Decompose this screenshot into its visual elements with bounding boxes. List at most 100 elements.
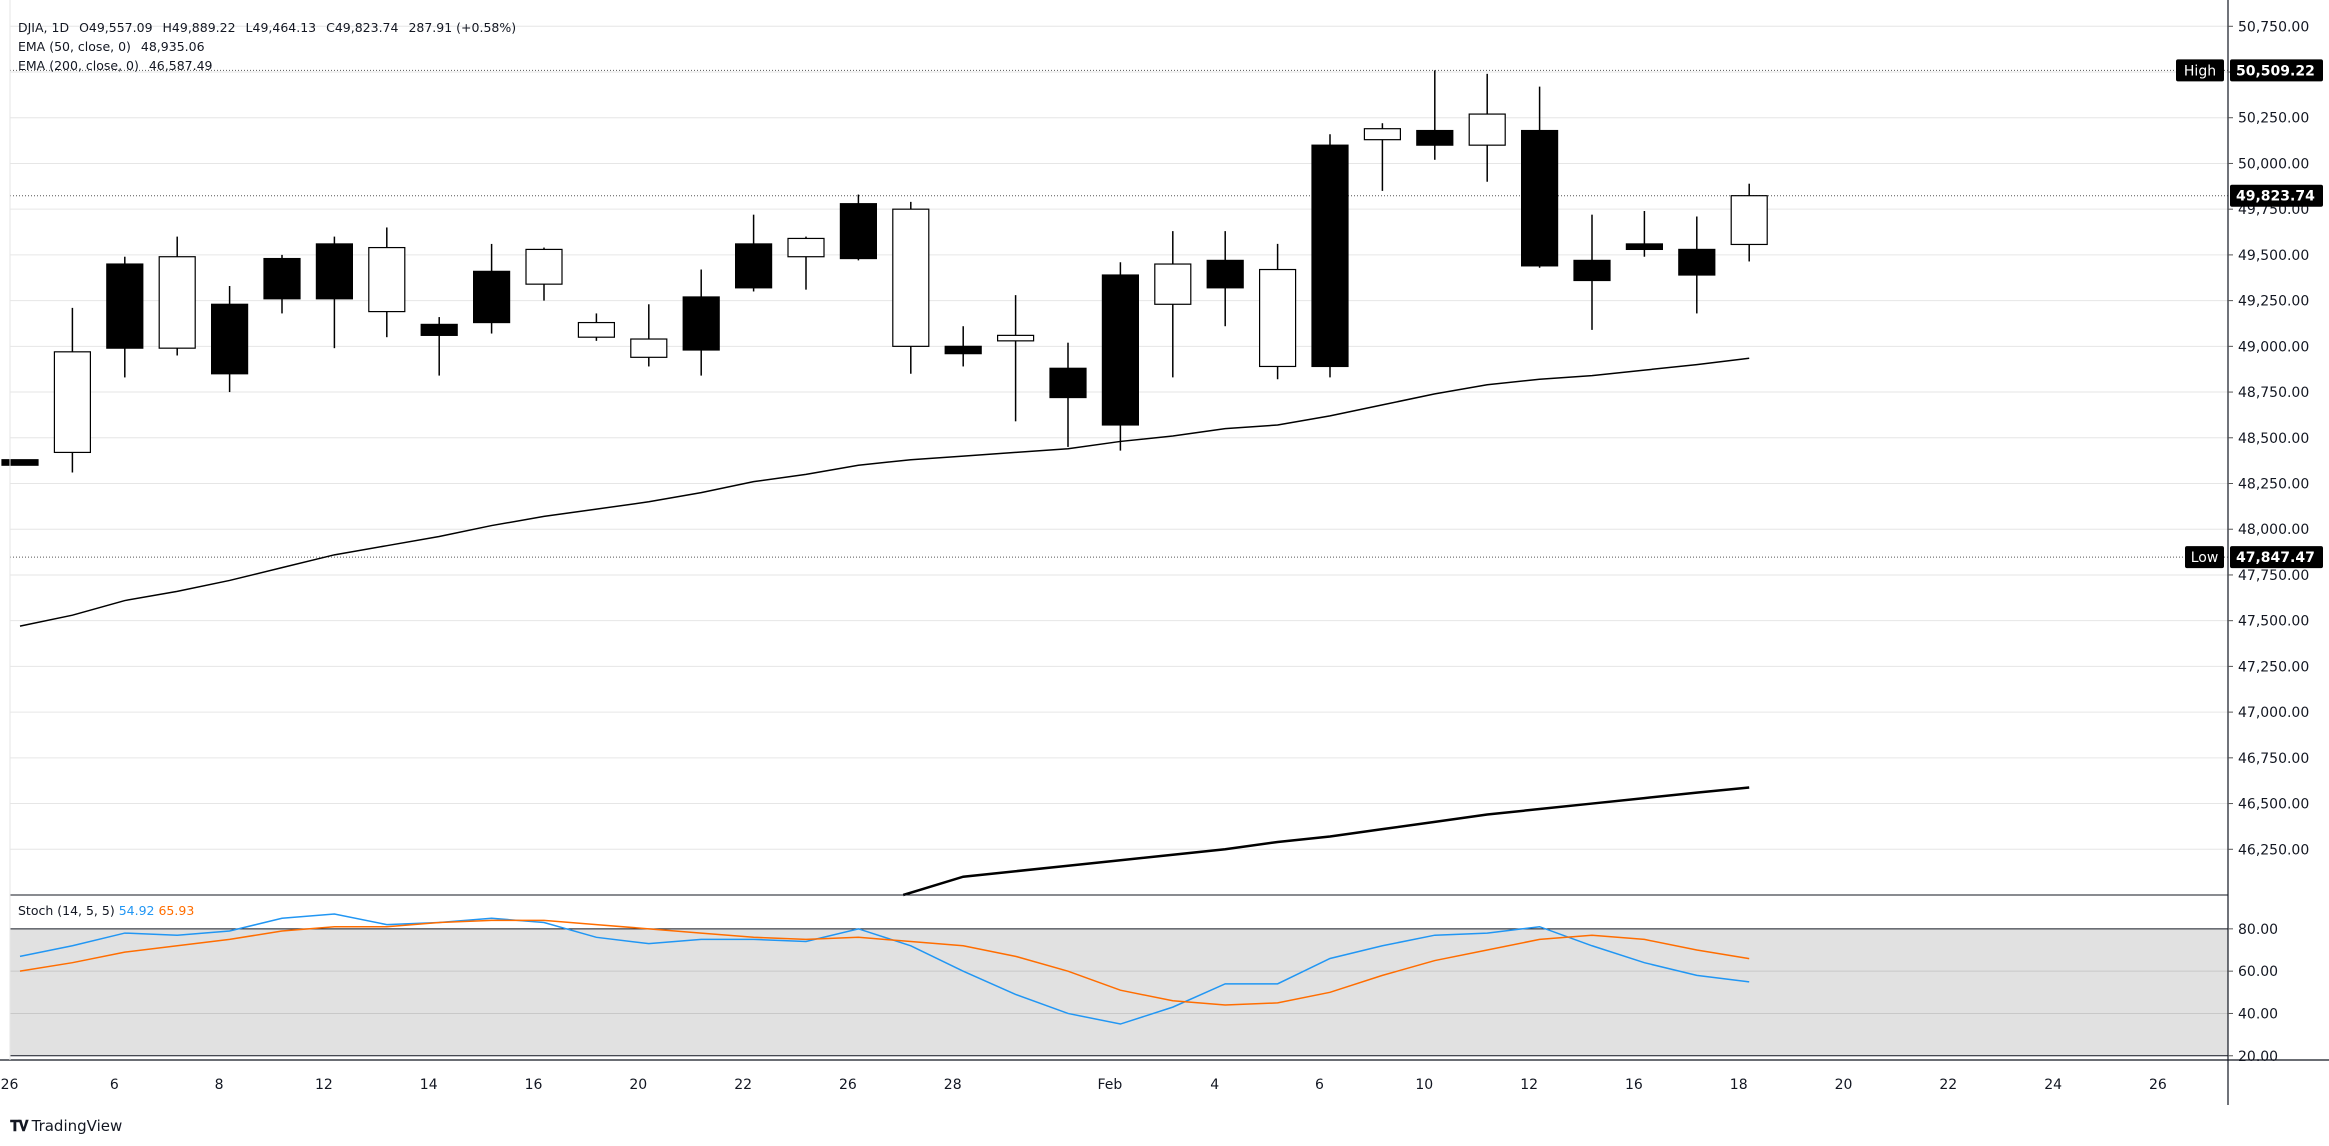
ema50-value: 48,935.06 <box>140 39 205 54</box>
tradingview-logo-text: TradingView <box>31 1117 123 1135</box>
time-tick-label: 16 <box>525 1077 543 1093</box>
candle-bearish <box>1049 367 1087 399</box>
price-tick-label: 48,750.00 <box>2238 385 2309 401</box>
price-tick-label: 47,000.00 <box>2238 705 2309 721</box>
time-tick-label: 26 <box>839 1077 857 1093</box>
candle-bearish <box>839 203 878 260</box>
price-tick-label: 48,500.00 <box>2238 431 2309 447</box>
stoch-gridlines <box>10 928 2228 1057</box>
stoch-lines <box>19 913 1750 1025</box>
stoch-tick-label: 80.00 <box>2238 922 2278 938</box>
stoch-k-value: 54.92 <box>118 903 155 918</box>
price-tick-label: 50,000.00 <box>2238 156 2309 172</box>
ema50-legend[interactable]: EMA (50, close, 0) 48,935.06 <box>18 39 211 54</box>
time-tick-label: 8 <box>215 1077 224 1093</box>
candle-bearish <box>682 296 720 351</box>
price-tag-value: 49,823.74 <box>2236 189 2315 205</box>
candle-bearish <box>1101 274 1140 426</box>
candle-bearish <box>1206 259 1244 289</box>
candle-bearish <box>1311 144 1349 368</box>
candle-bearish <box>1416 129 1454 146</box>
time-tick-label: 16 <box>1625 1077 1643 1093</box>
price-tag-label: Low <box>2191 550 2219 566</box>
time-tick-label: Feb <box>1098 1077 1123 1093</box>
price-tick-label: 49,000.00 <box>2238 339 2309 355</box>
time-tick-label: 28 <box>944 1077 962 1093</box>
time-tick-label: 26 <box>1 1077 19 1093</box>
candle-bullish <box>368 246 406 313</box>
time-tick-label: 4 <box>1210 1077 1219 1093</box>
candle-bullish <box>1468 113 1506 146</box>
candle-bearish <box>420 323 458 336</box>
candle-bullish <box>525 248 563 285</box>
stoch-tick-label: 60.00 <box>2238 964 2278 980</box>
high-value: H49,889.22 <box>162 20 236 35</box>
candle-bullish <box>53 351 92 454</box>
stoch-d-value: 65.93 <box>158 903 195 918</box>
candle-bearish <box>106 263 144 349</box>
price-tag-value: 50,509.22 <box>2236 63 2315 79</box>
main-gridlines <box>10 25 2228 850</box>
time-tick-label: 10 <box>1415 1077 1433 1093</box>
price-tick-label: 46,250.00 <box>2238 842 2309 858</box>
symbol-label: DJIA, 1D <box>18 20 70 35</box>
price-tag-label: High <box>2184 63 2216 79</box>
price-tick-label: 46,750.00 <box>2238 751 2309 767</box>
time-tick-label: 6 <box>1315 1077 1324 1093</box>
ema-lines <box>19 357 1750 897</box>
ema50-label: EMA (50, close, 0) <box>18 39 131 54</box>
ema200-value: 46,587.49 <box>148 58 213 73</box>
candle-bullish <box>1154 263 1192 305</box>
time-axis[interactable]: 26 6 8 12 14 16 20 22 26 28 Feb 4 6 10 12 16 18 20 22 24 26 <box>1 1077 2167 1093</box>
price-tick-label: 50,250.00 <box>2238 111 2309 127</box>
candle-bullish <box>1363 128 1402 141</box>
price-tag-label-box <box>2185 546 2224 569</box>
candle-bullish <box>1730 195 1768 246</box>
stoch-axis[interactable]: 80.00 60.00 40.00 20.00 <box>2228 922 2278 1065</box>
candle-bearish <box>1678 248 1716 276</box>
time-tick-label: 20 <box>1835 1077 1853 1093</box>
stoch-label: Stoch (14, 5, 5) <box>18 903 115 918</box>
stoch-tick-label: 40.00 <box>2238 1006 2278 1022</box>
close-value: C49,823.74 <box>326 20 399 35</box>
candle-bullish <box>577 321 616 338</box>
candlesticks <box>1 70 1768 473</box>
ema50-line <box>19 357 1750 627</box>
time-tick-label: 14 <box>420 1077 438 1093</box>
time-tick-label: 26 <box>2149 1077 2167 1093</box>
stoch-tick-label: 20.00 <box>2238 1049 2278 1065</box>
low-value: L49,464.13 <box>245 20 317 35</box>
time-tick-label: 20 <box>629 1077 647 1093</box>
time-tick-label: 6 <box>110 1077 119 1093</box>
time-tick-label: 12 <box>315 1077 333 1093</box>
price-tag-label-box <box>2176 59 2224 82</box>
stoch-k-line <box>19 913 1750 1025</box>
price-tag-value: 47,847.47 <box>2236 550 2315 566</box>
price-tick-label: 49,250.00 <box>2238 294 2309 310</box>
tradingview-mark-icon: 𝐓𝐕 <box>10 1117 29 1135</box>
candle-bearish <box>1 459 39 466</box>
price-axis[interactable]: 50,750.0050,500.0050,250.0050,000.0049,7… <box>2228 19 2309 858</box>
chart-frame <box>0 0 2329 1105</box>
price-reference-lines <box>10 69 2228 558</box>
price-tick-label: 47,500.00 <box>2238 614 2309 630</box>
price-tick-label: 47,750.00 <box>2238 568 2309 584</box>
candle-bearish <box>944 345 982 355</box>
price-tick-label: 49,500.00 <box>2238 248 2309 264</box>
price-tag-box <box>2230 59 2323 82</box>
price-tick-label: 46,500.00 <box>2238 797 2309 813</box>
time-tick-label: 22 <box>1939 1077 1957 1093</box>
change-value: 287.91 (+0.58%) <box>408 20 517 35</box>
time-tick-label: 12 <box>1520 1077 1538 1093</box>
ema200-legend[interactable]: EMA (200, close, 0) 46,587.49 <box>18 58 218 73</box>
tradingview-logo[interactable]: 𝐓𝐕 TradingView <box>10 1117 122 1135</box>
candle-bearish <box>473 270 511 324</box>
candle-bearish <box>1573 259 1611 282</box>
stoch-legend[interactable]: Stoch (14, 5, 5) 54.92 65.93 <box>18 903 194 918</box>
candle-bearish <box>263 257 301 300</box>
stoch-band <box>10 928 2228 1056</box>
candle-bearish <box>734 243 773 289</box>
price-tick-label: 50,750.00 <box>2238 19 2309 35</box>
stoch-d-line <box>19 919 1750 1006</box>
